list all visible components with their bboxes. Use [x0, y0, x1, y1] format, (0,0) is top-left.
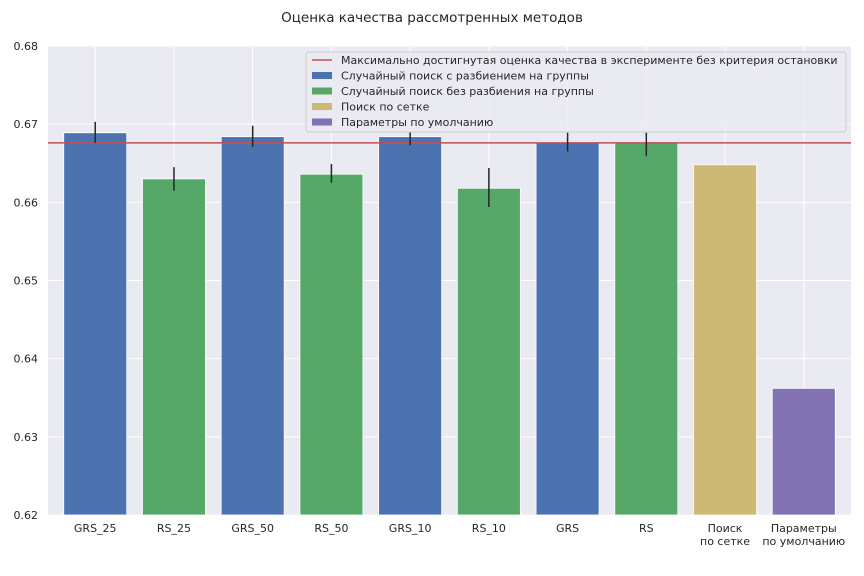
x-tick-label-line: RS_50: [314, 522, 348, 535]
legend-entry-label: Поиск по сетке: [341, 101, 430, 114]
x-tick-label-line: GRS_25: [74, 522, 117, 535]
x-tick-label: RS_25: [157, 522, 191, 535]
bars: [63, 132, 836, 516]
bar: [378, 136, 443, 516]
x-tick-label: Поиск по сетке: [700, 522, 750, 548]
x-tick-label: RS_50: [314, 522, 348, 535]
legend-patch-swatch: [312, 87, 332, 95]
x-tick-label: Параметры по умолчанию: [762, 522, 845, 548]
x-tick-label-line: RS: [639, 522, 654, 535]
x-tick-label: RS: [639, 522, 654, 535]
x-tick-label-line: по умолчанию: [762, 535, 845, 548]
chart-title: Оценка качества рассмотренных методов: [281, 10, 583, 26]
legend-entry-label: Максимально достигнутая оценка качества …: [341, 54, 838, 67]
x-tick-label-line: GRS_50: [231, 522, 274, 535]
x-tick-label-line: GRS: [556, 522, 579, 535]
legend-entry-label: Случайный поиск с разбиением на группы: [341, 70, 589, 83]
x-tick-label: GRS: [556, 522, 579, 535]
x-tick-label-line: RS_25: [157, 522, 191, 535]
x-tick-label: GRS_25: [74, 522, 117, 535]
bar: [63, 132, 128, 516]
x-tick-label: RS_10: [472, 522, 506, 535]
legend-entry-label: Параметры по умолчанию: [341, 116, 493, 129]
x-tick-label-line: RS_10: [472, 522, 506, 535]
y-tick-label: 0.65: [14, 275, 39, 288]
y-axis: 0.62 0.63 0.64 0.65 0.66 0.67 0.68: [14, 40, 39, 522]
x-tick-label: GRS_10: [389, 522, 432, 535]
bar: [142, 178, 206, 516]
y-tick-label: 0.67: [14, 118, 39, 131]
y-tick-label: 0.66: [14, 196, 39, 209]
legend-entry-label: Случайный поиск без разбиения на группы: [341, 85, 594, 98]
x-tick-label: GRS_50: [231, 522, 274, 535]
x-tick-label-line: Поиск: [708, 522, 743, 535]
legend-patch-swatch: [312, 72, 332, 79]
legend-patch-swatch: [312, 103, 332, 110]
y-tick-label: 0.68: [14, 40, 39, 53]
bar: [693, 164, 757, 516]
legend: Максимально достигнутая оценка качества …: [305, 51, 847, 133]
bar: [299, 173, 364, 516]
bar: [220, 136, 285, 516]
error-bars: [94, 121, 648, 208]
y-tick-label: 0.62: [14, 509, 39, 522]
bar: [535, 142, 600, 516]
bar: [614, 142, 679, 516]
x-tick-label-line: GRS_10: [389, 522, 432, 535]
x-tick-label-line: Параметры: [771, 522, 837, 535]
x-axis: GRS_25 RS_25 GRS_50 RS_50 GRS_10 RS_10 GRS RS По…: [74, 522, 845, 548]
bar: [771, 387, 836, 516]
legend-box: [305, 51, 847, 133]
bar: [456, 187, 521, 516]
x-tick-label-line: по сетке: [700, 535, 750, 548]
legend-patch-swatch: [312, 118, 332, 126]
y-tick-label: 0.63: [14, 431, 39, 444]
y-tick-label: 0.64: [14, 353, 39, 366]
